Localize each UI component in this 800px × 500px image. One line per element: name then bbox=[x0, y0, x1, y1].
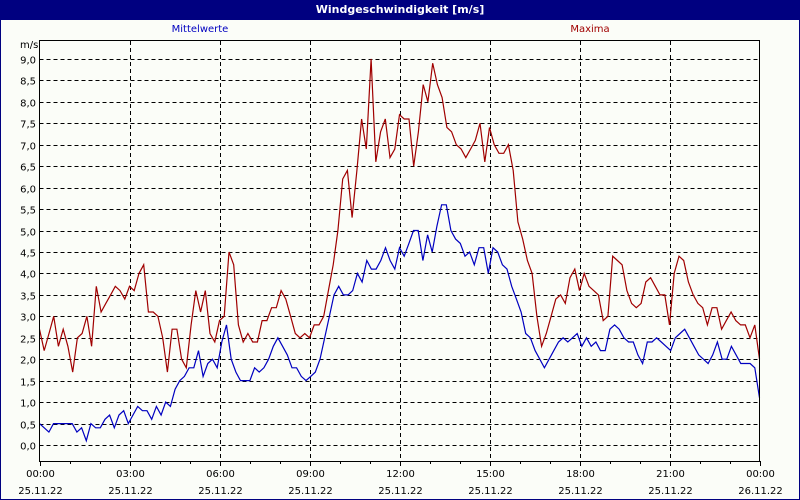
x-tick-date: 25.11.22 bbox=[288, 486, 333, 497]
x-tick-time: 18:00 bbox=[566, 469, 595, 480]
y-tick-label: 0,0 bbox=[20, 442, 36, 453]
x-tick-date: 25.11.22 bbox=[108, 486, 153, 497]
y-tick-label: 7,5 bbox=[20, 120, 36, 131]
x-tick-time: 03:00 bbox=[116, 469, 145, 480]
x-tick-time: 09:00 bbox=[296, 469, 325, 480]
y-tick-label: 3,0 bbox=[20, 313, 36, 324]
y-tick-label: 8,5 bbox=[20, 77, 36, 88]
y-tick-label: 2,5 bbox=[20, 335, 36, 346]
x-tick-date: 25.11.22 bbox=[648, 486, 693, 497]
y-tick-label: 0,5 bbox=[20, 421, 36, 432]
y-tick-label: 6,0 bbox=[20, 185, 36, 196]
legend-mean: Mittelwerte bbox=[171, 24, 229, 35]
x-tick-time: 15:00 bbox=[476, 469, 505, 480]
y-tick-label: 3,5 bbox=[20, 292, 36, 303]
y-tick-label: 5,5 bbox=[20, 206, 36, 217]
x-tick-time: 06:00 bbox=[206, 469, 235, 480]
y-tick-label: 8,0 bbox=[20, 99, 36, 110]
x-tick-date: 25.11.22 bbox=[198, 486, 243, 497]
chart-title: Windgeschwindigkeit [m/s] bbox=[0, 0, 800, 20]
y-tick-label: 2,0 bbox=[20, 356, 36, 367]
x-tick-time: 00:00 bbox=[26, 469, 55, 480]
x-tick-date: 25.11.22 bbox=[18, 486, 63, 497]
y-axis-unit: m/s bbox=[20, 40, 39, 51]
series-mean-line bbox=[39, 204, 761, 443]
x-tick-date: 26.11.22 bbox=[738, 486, 783, 497]
legend-max: Maxima bbox=[570, 24, 610, 35]
x-tick-time: 00:00 bbox=[746, 469, 775, 480]
x-axis-labels: 00:00 25.11.22 03:00 25.11.22 06:00 25.11.22 0… bbox=[18, 461, 783, 497]
x-tick-date: 25.11.22 bbox=[468, 486, 513, 497]
x-tick-date: 25.11.22 bbox=[558, 486, 603, 497]
y-axis-labels: 9,0 8,5 8,0 7,5 7,0 6,5 6,0 5,5 5,0 4,5 4,0 3,5 3,0 2… bbox=[20, 56, 36, 453]
y-tick-label: 1,5 bbox=[20, 378, 36, 389]
y-tick-label: 9,0 bbox=[20, 56, 36, 67]
y-tick-label: 1,0 bbox=[20, 399, 36, 410]
y-tick-label: 5,0 bbox=[20, 228, 36, 239]
y-tick-label: 6,5 bbox=[20, 163, 36, 174]
plot-area bbox=[39, 40, 760, 462]
x-tick-date: 25.11.22 bbox=[378, 486, 423, 497]
series-maxima-line bbox=[38, 58, 761, 373]
grid-lines bbox=[39, 41, 760, 461]
x-tick-time: 12:00 bbox=[386, 469, 415, 480]
x-tick-time: 21:00 bbox=[656, 469, 685, 480]
y-tick-label: 4,5 bbox=[20, 249, 36, 260]
y-tick-label: 7,0 bbox=[20, 142, 36, 153]
y-tick-label: 4,0 bbox=[20, 270, 36, 281]
